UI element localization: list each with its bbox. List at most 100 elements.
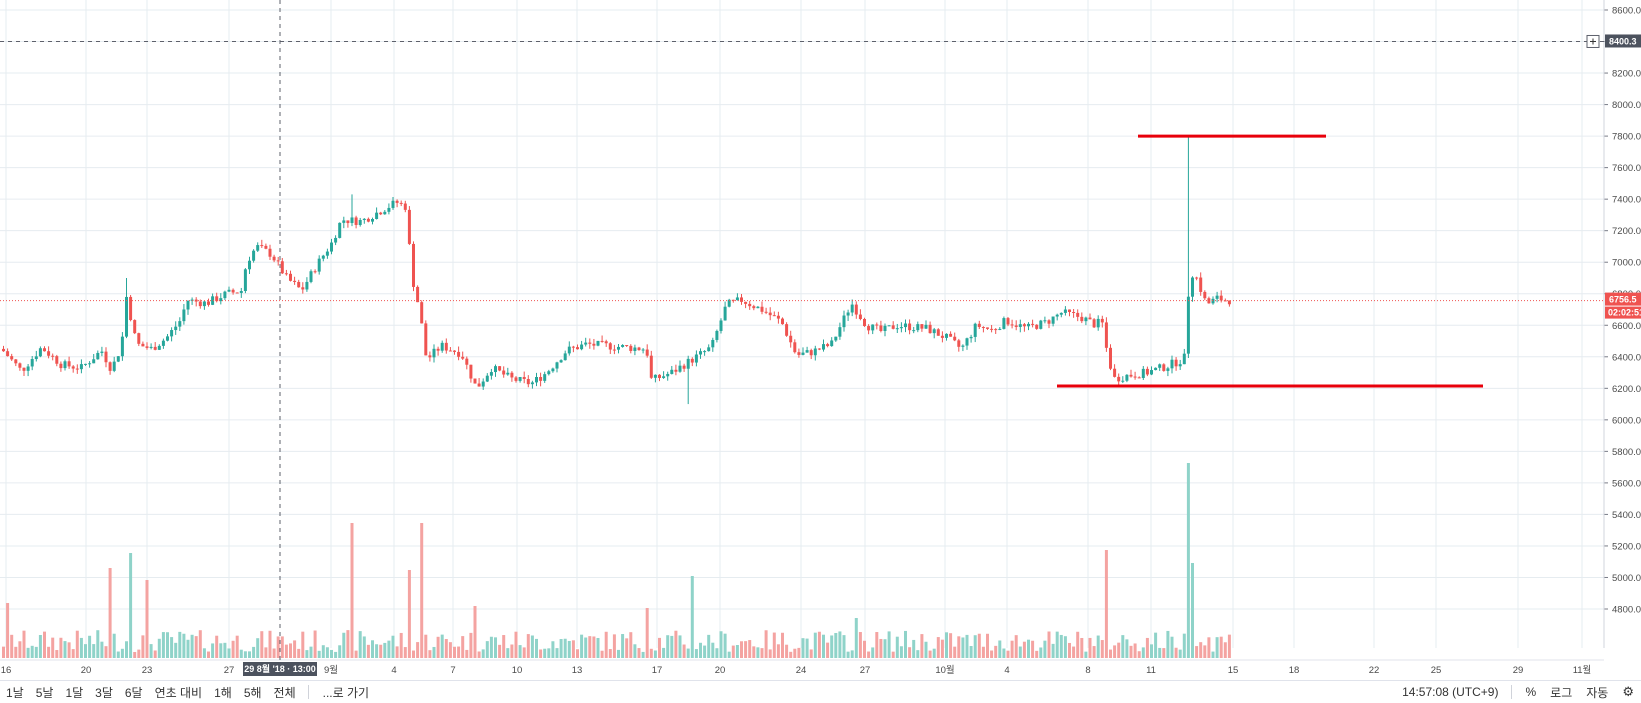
candle-body (1027, 323, 1030, 327)
volume-bar (498, 644, 502, 658)
volume-bar (243, 651, 247, 658)
candle-body (530, 382, 534, 385)
candle-body (1186, 296, 1190, 354)
volume-bar (170, 637, 174, 658)
percent-scale-button[interactable]: % (1525, 685, 1537, 699)
volume-bar (186, 639, 190, 658)
last-price-label: 6756.5 (1609, 295, 1637, 305)
gear-icon[interactable]: ⚙ (1622, 684, 1634, 699)
volume-bar (576, 649, 579, 658)
candle-body (670, 369, 674, 374)
volume-bar (768, 649, 772, 658)
candle-body (412, 243, 415, 287)
candle-body (198, 301, 202, 307)
range-5y-button[interactable]: 5해 (243, 685, 262, 700)
candle-body (403, 203, 407, 210)
candle-body (617, 346, 620, 350)
candle-body (453, 350, 456, 352)
candle-body (703, 351, 707, 353)
candle-body (555, 362, 559, 369)
volume-bar (1137, 651, 1141, 658)
candle-body (395, 200, 399, 203)
log-scale-button[interactable]: 로그 (1550, 685, 1573, 700)
volume-bar (748, 640, 752, 658)
volume-bar (215, 635, 219, 658)
range-1m-button[interactable]: 1달 (65, 685, 84, 700)
range-1d-button[interactable]: 1날 (6, 685, 24, 700)
volume-bar (1170, 636, 1174, 658)
last-price-badge (1605, 292, 1641, 306)
range-6m-button[interactable]: 6달 (124, 685, 143, 700)
volume-bar (88, 635, 92, 658)
candle-body (436, 348, 440, 351)
candle-body (145, 346, 149, 348)
candle-body (243, 269, 247, 292)
candle-body (96, 352, 100, 360)
candle-body (998, 328, 1002, 330)
price-tick-label: 8000.0 (1612, 100, 1641, 111)
volume-bar (781, 632, 784, 658)
volume-bar (1072, 646, 1076, 658)
candle-body (272, 256, 276, 261)
candle-body (649, 355, 653, 378)
volume-bar (223, 642, 227, 658)
volume-bar (805, 638, 809, 658)
volume-bar (723, 633, 727, 658)
volume-bar (826, 642, 830, 658)
candle-body (63, 361, 67, 369)
volume-bar (539, 649, 543, 658)
volume-bar (289, 643, 292, 658)
candle-body (772, 315, 776, 317)
candle-body (694, 354, 698, 363)
candle-body (850, 304, 854, 313)
candle-body (612, 349, 616, 351)
candle-body (1022, 324, 1026, 327)
candle-body (1145, 368, 1149, 375)
candle-body (182, 309, 186, 322)
range-3m-button[interactable]: 3달 (95, 685, 113, 700)
range-ytd-button[interactable]: 연초 대비 (154, 685, 203, 700)
time-tick-label: 4 (391, 665, 396, 676)
volume-bar (38, 634, 42, 658)
candle-body (588, 342, 592, 344)
chart-area[interactable]: 8600.08400.08200.08000.07800.07600.07400… (0, 0, 1641, 680)
volume-bar (797, 647, 801, 658)
goto-date-button[interactable]: ...로 가기 (322, 685, 370, 700)
time-tick-label: 24 (796, 665, 807, 676)
range-5d-button[interactable]: 5날 (35, 685, 54, 700)
volume-bar (1068, 642, 1071, 658)
volume-bar (928, 650, 932, 658)
time-tick-label: 7 (450, 665, 455, 676)
volume-bar (219, 643, 223, 658)
volume-bar (551, 641, 555, 658)
candle-body (633, 347, 637, 351)
volume-bar (1002, 648, 1006, 658)
candle-body (305, 281, 309, 290)
candle-body (1035, 324, 1039, 329)
candle-body (252, 250, 256, 261)
range-1y-button[interactable]: 1해 (214, 685, 232, 700)
candlestick-chart[interactable]: 8600.08400.08200.08000.07800.07600.07400… (0, 0, 1641, 680)
candle-body (108, 362, 112, 371)
clock-display[interactable]: 14:57:08 (UTC+9) (1402, 685, 1499, 699)
range-all-button[interactable]: 전체 (273, 685, 296, 700)
candle-body (576, 347, 579, 350)
volume-bar (1063, 636, 1067, 658)
candle-body (1203, 291, 1207, 299)
volume-bar (875, 632, 879, 658)
volume-bar (1039, 647, 1043, 658)
volume-bar (412, 650, 415, 658)
volume-bar (1035, 650, 1039, 658)
volume-bar (2, 646, 5, 658)
candle-body (514, 377, 518, 381)
candle-body (871, 324, 875, 331)
candle-body (448, 350, 452, 352)
candle-body (174, 326, 178, 331)
candle-body (1072, 312, 1076, 314)
volume-bar (793, 648, 797, 658)
candle-body (362, 218, 366, 220)
volume-bar (547, 648, 551, 658)
auto-scale-button[interactable]: 자동 (1586, 685, 1609, 700)
crosshair-time-label: 29 8월 '18 · 13:00 (244, 663, 315, 674)
candle-body (1182, 353, 1186, 365)
